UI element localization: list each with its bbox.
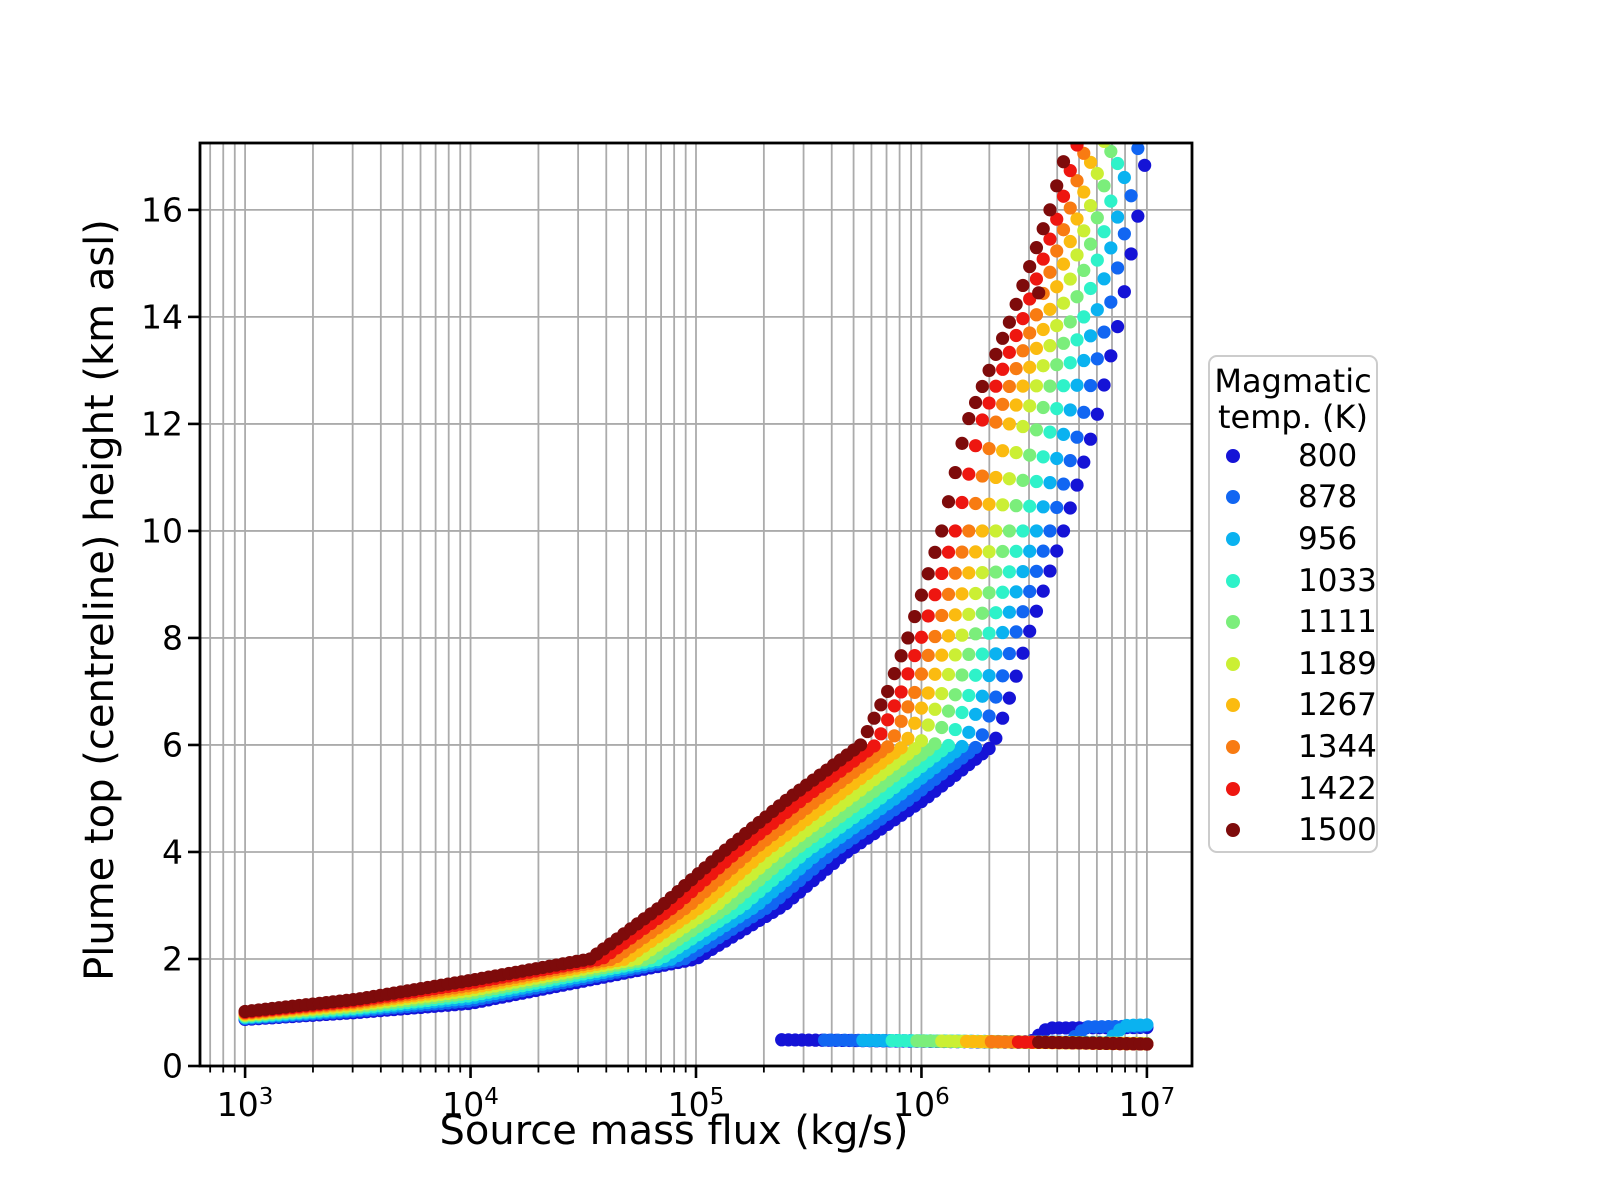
legend-entry-1267: 1267 bbox=[1210, 685, 1377, 727]
legend-marker-icon bbox=[1226, 448, 1240, 463]
legend-entry-label: 1344 bbox=[1298, 728, 1377, 765]
legend-entry-label: 1422 bbox=[1298, 770, 1377, 807]
y-tick-label-6: 6 bbox=[162, 725, 183, 765]
legend-entry-1344: 1344 bbox=[1210, 726, 1377, 768]
legend-entry-956: 956 bbox=[1210, 518, 1376, 560]
legend-title-line1: Magmatic bbox=[1214, 362, 1372, 400]
scatter-points bbox=[238, 143, 1154, 1051]
y-tick-label-16: 16 bbox=[141, 190, 183, 230]
legend-marker-icon bbox=[1226, 698, 1240, 713]
legend: Magmatic temp. (K) 800 878 956 1033 1111 1189… bbox=[1208, 355, 1378, 853]
y-tick-label-14: 14 bbox=[141, 297, 183, 337]
y-tick-label-8: 8 bbox=[162, 618, 183, 658]
legend-title-line2: temp. (K) bbox=[1217, 398, 1368, 436]
legend-marker-icon bbox=[1226, 739, 1240, 754]
legend-entry-label: 1500 bbox=[1298, 812, 1377, 849]
tick-marks bbox=[188, 208, 1149, 1078]
x-tick-label-1e6: 106 bbox=[893, 1084, 950, 1124]
legend-entry-label: 800 bbox=[1298, 437, 1358, 474]
legend-entry-label: 1267 bbox=[1298, 687, 1377, 724]
legend-entry-878: 878 bbox=[1210, 477, 1376, 519]
legend-entry-label: 1033 bbox=[1298, 562, 1377, 599]
legend-marker-icon bbox=[1226, 531, 1240, 546]
legend-marker-icon bbox=[1226, 573, 1240, 588]
legend-marker-icon bbox=[1226, 490, 1240, 505]
legend-marker-icon bbox=[1226, 823, 1240, 838]
legend-entry-1111: 1111 bbox=[1210, 601, 1377, 643]
x-tick-label-1e3: 103 bbox=[216, 1084, 274, 1124]
legend-title: Magmatic temp. (K) bbox=[1210, 357, 1376, 435]
legend-entry-1033: 1033 bbox=[1210, 560, 1377, 602]
legend-entry-label: 878 bbox=[1298, 479, 1358, 516]
legend-entry-1422: 1422 bbox=[1210, 768, 1377, 810]
legend-entry-1189: 1189 bbox=[1210, 643, 1377, 685]
y-tick-label-0: 0 bbox=[162, 1046, 183, 1086]
legend-marker-icon bbox=[1226, 656, 1240, 671]
legend-entry-label: 1189 bbox=[1298, 645, 1377, 682]
y-tick-label-12: 12 bbox=[141, 404, 183, 444]
y-tick-label-4: 4 bbox=[162, 832, 183, 872]
x-tick-label-1e5: 105 bbox=[667, 1084, 725, 1124]
legend-entry-800: 800 bbox=[1210, 435, 1376, 477]
y-tick-label-10: 10 bbox=[141, 511, 183, 551]
legend-entry-label: 1111 bbox=[1298, 604, 1377, 641]
x-tick-label-1e7: 107 bbox=[1118, 1084, 1176, 1124]
series-points-1500 bbox=[238, 143, 1154, 1051]
legend-entry-label: 956 bbox=[1298, 520, 1358, 557]
x-axis-label: Source mass flux (kg/s) bbox=[439, 1108, 909, 1154]
legend-entries: 800 878 956 1033 1111 1189 1267 1344 1422 1500 bbox=[1210, 435, 1377, 851]
legend-marker-icon bbox=[1226, 781, 1240, 796]
outlier-point bbox=[1032, 286, 1046, 300]
legend-marker-icon bbox=[1226, 615, 1240, 630]
legend-entry-1500: 1500 bbox=[1210, 809, 1377, 851]
y-tick-label-2: 2 bbox=[162, 939, 183, 979]
x-tick-label-1e4: 104 bbox=[442, 1084, 499, 1124]
